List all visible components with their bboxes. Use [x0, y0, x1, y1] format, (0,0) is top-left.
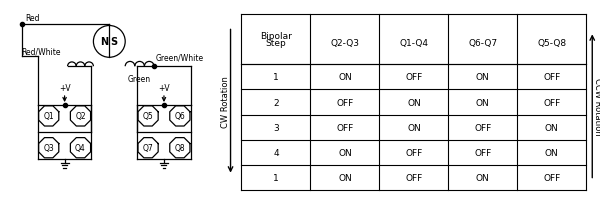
- Text: OFF: OFF: [336, 123, 353, 132]
- Text: OFF: OFF: [474, 148, 491, 157]
- Text: S: S: [110, 37, 118, 47]
- Text: ON: ON: [545, 148, 559, 157]
- Text: Q2-Q3: Q2-Q3: [331, 39, 359, 48]
- Text: Step: Step: [266, 39, 286, 48]
- Text: OFF: OFF: [474, 123, 491, 132]
- Text: CCW Rotation: CCW Rotation: [593, 78, 600, 135]
- Text: 1: 1: [273, 73, 279, 82]
- Text: ON: ON: [338, 148, 352, 157]
- Text: ON: ON: [545, 123, 559, 132]
- Text: OFF: OFF: [405, 73, 422, 82]
- Text: 2: 2: [273, 98, 279, 107]
- Text: Red/White: Red/White: [21, 48, 61, 57]
- Text: CW Rotation: CW Rotation: [221, 76, 230, 127]
- Text: OFF: OFF: [543, 173, 560, 183]
- Text: ON: ON: [476, 73, 490, 82]
- Text: Q5: Q5: [143, 112, 154, 121]
- Text: Q6-Q7: Q6-Q7: [468, 39, 497, 48]
- Text: 1: 1: [273, 173, 279, 183]
- Text: Green: Green: [127, 75, 151, 84]
- Text: Q8: Q8: [175, 144, 185, 152]
- Text: ON: ON: [407, 123, 421, 132]
- Text: Q6: Q6: [175, 112, 185, 121]
- Text: ON: ON: [338, 73, 352, 82]
- Text: +V: +V: [158, 84, 170, 93]
- Text: N: N: [100, 37, 109, 47]
- Text: Q3: Q3: [43, 144, 54, 152]
- Text: ON: ON: [476, 173, 490, 183]
- Text: +V: +V: [59, 84, 70, 93]
- Text: Q4: Q4: [75, 144, 86, 152]
- Text: Q2: Q2: [75, 112, 86, 121]
- Text: Red: Red: [25, 13, 40, 22]
- Text: Green/White: Green/White: [156, 53, 204, 62]
- Text: Q7: Q7: [143, 144, 154, 152]
- Text: 4: 4: [273, 148, 279, 157]
- Text: ON: ON: [338, 173, 352, 183]
- Text: Q1-Q4: Q1-Q4: [400, 39, 428, 48]
- Text: Q5-Q8: Q5-Q8: [537, 39, 566, 48]
- Text: OFF: OFF: [336, 98, 353, 107]
- Text: OFF: OFF: [543, 73, 560, 82]
- Text: ON: ON: [476, 98, 490, 107]
- Text: ON: ON: [407, 98, 421, 107]
- Text: OFF: OFF: [405, 173, 422, 183]
- Text: OFF: OFF: [405, 148, 422, 157]
- Text: Q1: Q1: [43, 112, 54, 121]
- Text: Bipolar: Bipolar: [260, 32, 292, 41]
- Text: OFF: OFF: [543, 98, 560, 107]
- Text: 3: 3: [273, 123, 279, 132]
